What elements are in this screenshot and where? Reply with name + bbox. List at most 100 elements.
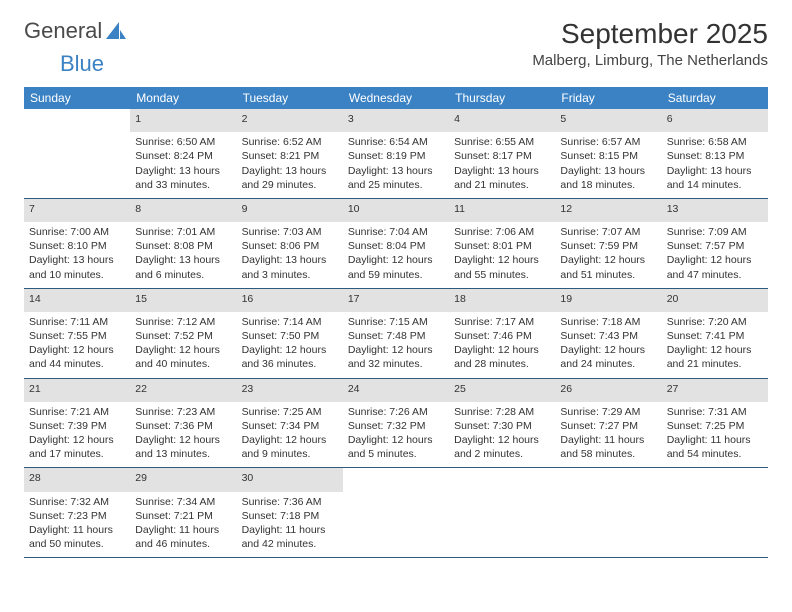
sunset-text: Sunset: 7:46 PM xyxy=(454,329,550,343)
logo-sail-icon xyxy=(106,22,126,40)
sunrise-text: Sunrise: 7:21 AM xyxy=(29,405,125,419)
sunset-text: Sunset: 8:06 PM xyxy=(242,239,338,253)
day-number: 12 xyxy=(555,198,661,222)
daylight-text: Daylight: 12 hours and 47 minutes. xyxy=(667,253,763,281)
day-number-row: 21222324252627 xyxy=(24,378,768,402)
daylight-text: Daylight: 12 hours and 2 minutes. xyxy=(454,433,550,461)
daylight-text: Daylight: 11 hours and 58 minutes. xyxy=(560,433,656,461)
daylight-text: Daylight: 11 hours and 42 minutes. xyxy=(242,523,338,551)
day-cell: Sunrise: 6:54 AMSunset: 8:19 PMDaylight:… xyxy=(343,132,449,198)
daylight-text: Daylight: 11 hours and 54 minutes. xyxy=(667,433,763,461)
day-header: Saturday xyxy=(662,87,768,109)
day-number: 7 xyxy=(24,198,130,222)
day-cell: Sunrise: 7:28 AMSunset: 7:30 PMDaylight:… xyxy=(449,402,555,468)
day-cell xyxy=(662,492,768,558)
day-header: Tuesday xyxy=(237,87,343,109)
week-row: Sunrise: 7:32 AMSunset: 7:23 PMDaylight:… xyxy=(24,492,768,558)
week-row: Sunrise: 7:11 AMSunset: 7:55 PMDaylight:… xyxy=(24,312,768,378)
daylight-text: Daylight: 12 hours and 59 minutes. xyxy=(348,253,444,281)
day-cell: Sunrise: 7:15 AMSunset: 7:48 PMDaylight:… xyxy=(343,312,449,378)
day-cell: Sunrise: 7:17 AMSunset: 7:46 PMDaylight:… xyxy=(449,312,555,378)
sunrise-text: Sunrise: 7:14 AM xyxy=(242,315,338,329)
brand-logo: General xyxy=(24,18,128,44)
day-number: 26 xyxy=(555,378,661,402)
day-number: 9 xyxy=(237,198,343,222)
day-number-row: 282930 xyxy=(24,468,768,492)
day-cell: Sunrise: 7:34 AMSunset: 7:21 PMDaylight:… xyxy=(130,492,236,558)
day-number xyxy=(449,468,555,492)
sunset-text: Sunset: 7:25 PM xyxy=(667,419,763,433)
sunset-text: Sunset: 8:21 PM xyxy=(242,149,338,163)
sunset-text: Sunset: 7:21 PM xyxy=(135,509,231,523)
sunrise-text: Sunrise: 6:52 AM xyxy=(242,135,338,149)
sunrise-text: Sunrise: 7:15 AM xyxy=(348,315,444,329)
day-number: 1 xyxy=(130,109,236,132)
sunset-text: Sunset: 8:04 PM xyxy=(348,239,444,253)
daylight-text: Daylight: 12 hours and 5 minutes. xyxy=(348,433,444,461)
week-row: Sunrise: 7:00 AMSunset: 8:10 PMDaylight:… xyxy=(24,222,768,288)
day-cell xyxy=(343,492,449,558)
location-subtitle: Malberg, Limburg, The Netherlands xyxy=(532,52,768,69)
sunset-text: Sunset: 7:39 PM xyxy=(29,419,125,433)
sunrise-text: Sunrise: 6:58 AM xyxy=(667,135,763,149)
daylight-text: Daylight: 12 hours and 17 minutes. xyxy=(29,433,125,461)
sunrise-text: Sunrise: 7:18 AM xyxy=(560,315,656,329)
day-cell: Sunrise: 7:12 AMSunset: 7:52 PMDaylight:… xyxy=(130,312,236,378)
day-number xyxy=(343,468,449,492)
sunrise-text: Sunrise: 6:57 AM xyxy=(560,135,656,149)
day-cell: Sunrise: 7:29 AMSunset: 7:27 PMDaylight:… xyxy=(555,402,661,468)
sunrise-text: Sunrise: 7:26 AM xyxy=(348,405,444,419)
day-number-row: 78910111213 xyxy=(24,198,768,222)
day-number: 3 xyxy=(343,109,449,132)
day-number: 27 xyxy=(662,378,768,402)
day-cell: Sunrise: 7:25 AMSunset: 7:34 PMDaylight:… xyxy=(237,402,343,468)
day-cell: Sunrise: 7:06 AMSunset: 8:01 PMDaylight:… xyxy=(449,222,555,288)
day-cell: Sunrise: 7:32 AMSunset: 7:23 PMDaylight:… xyxy=(24,492,130,558)
sunset-text: Sunset: 8:19 PM xyxy=(348,149,444,163)
day-number xyxy=(24,109,130,132)
day-number: 16 xyxy=(237,288,343,312)
day-number: 19 xyxy=(555,288,661,312)
sunset-text: Sunset: 7:59 PM xyxy=(560,239,656,253)
daylight-text: Daylight: 12 hours and 28 minutes. xyxy=(454,343,550,371)
sunrise-text: Sunrise: 7:32 AM xyxy=(29,495,125,509)
daylight-text: Daylight: 12 hours and 13 minutes. xyxy=(135,433,231,461)
sunrise-text: Sunrise: 7:23 AM xyxy=(135,405,231,419)
sunset-text: Sunset: 8:13 PM xyxy=(667,149,763,163)
day-number: 29 xyxy=(130,468,236,492)
sunset-text: Sunset: 7:43 PM xyxy=(560,329,656,343)
day-number: 10 xyxy=(343,198,449,222)
sunrise-text: Sunrise: 7:36 AM xyxy=(242,495,338,509)
sunrise-text: Sunrise: 7:29 AM xyxy=(560,405,656,419)
sunrise-text: Sunrise: 7:17 AM xyxy=(454,315,550,329)
sunset-text: Sunset: 8:15 PM xyxy=(560,149,656,163)
day-cell: Sunrise: 6:57 AMSunset: 8:15 PMDaylight:… xyxy=(555,132,661,198)
daylight-text: Daylight: 12 hours and 32 minutes. xyxy=(348,343,444,371)
day-number: 25 xyxy=(449,378,555,402)
sunrise-text: Sunrise: 6:54 AM xyxy=(348,135,444,149)
sunrise-text: Sunrise: 6:55 AM xyxy=(454,135,550,149)
daylight-text: Daylight: 12 hours and 9 minutes. xyxy=(242,433,338,461)
sunrise-text: Sunrise: 7:28 AM xyxy=(454,405,550,419)
day-cell xyxy=(24,132,130,198)
brand-name-2: Blue xyxy=(60,51,104,77)
sunset-text: Sunset: 7:32 PM xyxy=(348,419,444,433)
daylight-text: Daylight: 13 hours and 10 minutes. xyxy=(29,253,125,281)
day-cell: Sunrise: 6:52 AMSunset: 8:21 PMDaylight:… xyxy=(237,132,343,198)
daylight-text: Daylight: 13 hours and 14 minutes. xyxy=(667,164,763,192)
day-cell: Sunrise: 7:23 AMSunset: 7:36 PMDaylight:… xyxy=(130,402,236,468)
daylight-text: Daylight: 13 hours and 21 minutes. xyxy=(454,164,550,192)
sunset-text: Sunset: 7:23 PM xyxy=(29,509,125,523)
day-cell: Sunrise: 7:21 AMSunset: 7:39 PMDaylight:… xyxy=(24,402,130,468)
sunrise-text: Sunrise: 7:11 AM xyxy=(29,315,125,329)
day-cell: Sunrise: 7:00 AMSunset: 8:10 PMDaylight:… xyxy=(24,222,130,288)
sunset-text: Sunset: 8:01 PM xyxy=(454,239,550,253)
sunset-text: Sunset: 7:30 PM xyxy=(454,419,550,433)
sunrise-text: Sunrise: 7:31 AM xyxy=(667,405,763,419)
month-title: September 2025 xyxy=(532,18,768,50)
day-cell: Sunrise: 6:50 AMSunset: 8:24 PMDaylight:… xyxy=(130,132,236,198)
week-row: Sunrise: 6:50 AMSunset: 8:24 PMDaylight:… xyxy=(24,132,768,198)
daylight-text: Daylight: 11 hours and 50 minutes. xyxy=(29,523,125,551)
day-number: 23 xyxy=(237,378,343,402)
day-cell: Sunrise: 7:03 AMSunset: 8:06 PMDaylight:… xyxy=(237,222,343,288)
